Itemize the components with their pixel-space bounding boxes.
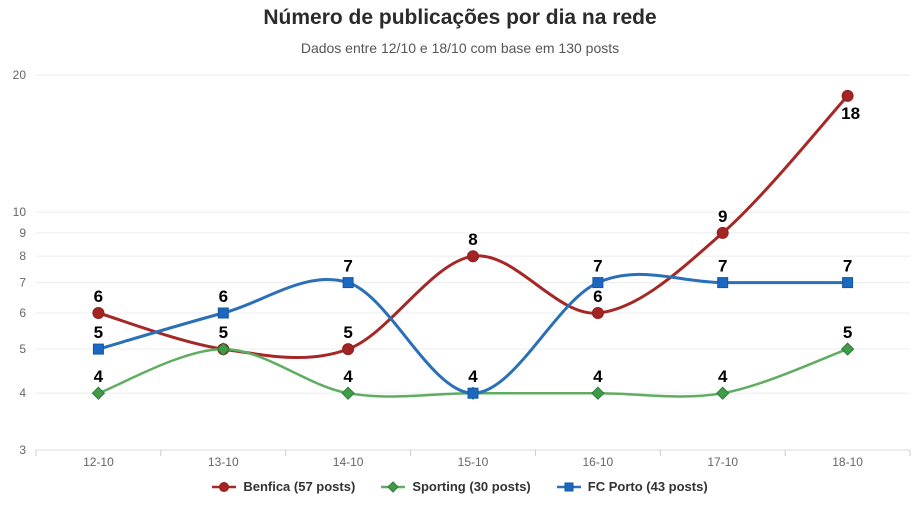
data-point-marker — [717, 277, 729, 289]
square-legend-marker-icon — [556, 482, 581, 491]
data-point-marker — [342, 343, 355, 356]
data-label: 4 — [468, 367, 478, 386]
data-label: 7 — [593, 257, 602, 276]
legend-label: Sporting (30 posts) — [412, 479, 531, 494]
data-label: 5 — [343, 323, 352, 342]
data-label: 6 — [94, 287, 103, 306]
data-point-marker — [341, 386, 355, 400]
data-point-marker — [715, 386, 730, 400]
data-point-marker — [217, 307, 229, 319]
data-label: 8 — [468, 230, 477, 249]
y-axis-label: 7 — [19, 276, 26, 290]
data-point-marker — [216, 342, 231, 356]
data-point-marker — [342, 277, 354, 289]
data-point-marker — [716, 226, 729, 239]
y-axis-label: 5 — [19, 342, 26, 356]
x-axis-label: 16-10 — [583, 455, 614, 469]
y-axis-label: 10 — [13, 205, 27, 219]
data-point-marker — [467, 250, 479, 263]
legend-label: Benfica (57 posts) — [243, 479, 356, 494]
data-label: 7 — [718, 257, 727, 276]
y-axis-label: 6 — [19, 306, 26, 320]
data-label: 7 — [343, 257, 352, 276]
x-axis-label: 17-10 — [707, 455, 738, 469]
y-axis-label: 9 — [19, 226, 26, 240]
y-axis-label: 3 — [19, 443, 26, 457]
data-label: 7 — [843, 257, 852, 276]
data-point-marker — [591, 386, 605, 400]
data-point-marker — [592, 277, 604, 289]
x-axis-label: 12-10 — [83, 455, 114, 469]
data-label: 4 — [593, 367, 603, 386]
diamond-legend-marker-icon — [381, 480, 406, 493]
data-point-marker — [92, 307, 105, 319]
y-axis-label: 4 — [19, 386, 26, 400]
data-label: 6 — [219, 287, 228, 306]
legend-item-benfica[interactable]: Benfica (57 posts) — [212, 479, 355, 494]
data-label: 4 — [718, 367, 728, 386]
circle-legend-marker-icon — [212, 481, 237, 492]
data-point-marker — [591, 307, 604, 319]
data-label: 6 — [593, 287, 602, 306]
data-point-marker — [840, 342, 855, 356]
chart-title: Número de publicações por dia na rede — [263, 6, 657, 29]
legend: Benfica (57 posts) Sporting (30 posts) FC … — [0, 479, 920, 494]
y-axis-label: 20 — [13, 68, 27, 82]
x-axis-label: 18-10 — [832, 455, 863, 469]
data-point-marker — [467, 387, 479, 399]
data-label: 5 — [94, 323, 103, 342]
y-axis-label: 8 — [19, 249, 26, 263]
data-label: 4 — [94, 367, 104, 386]
data-point-marker — [841, 89, 854, 102]
data-label: 5 — [219, 323, 228, 342]
data-label: 18 — [841, 104, 860, 123]
data-point-marker — [92, 343, 104, 355]
data-point-marker — [842, 277, 854, 289]
x-axis-label: 13-10 — [208, 455, 239, 469]
data-point-marker — [91, 386, 106, 400]
data-label: 9 — [718, 207, 727, 226]
x-axis-label: 14-10 — [333, 455, 364, 469]
legend-label: FC Porto (43 posts) — [587, 479, 708, 494]
legend-item-fc-porto[interactable]: FC Porto (43 posts) — [556, 479, 708, 494]
x-axis-label: 15-10 — [458, 455, 489, 469]
data-label: 4 — [343, 367, 353, 386]
chart-subtitle: Dados entre 12/10 e 18/10 com base em 13… — [300, 40, 620, 56]
legend-item-sporting[interactable]: Sporting (30 posts) — [381, 479, 531, 494]
data-label: 5 — [843, 323, 852, 342]
series-line-benfica — [96, 94, 850, 360]
